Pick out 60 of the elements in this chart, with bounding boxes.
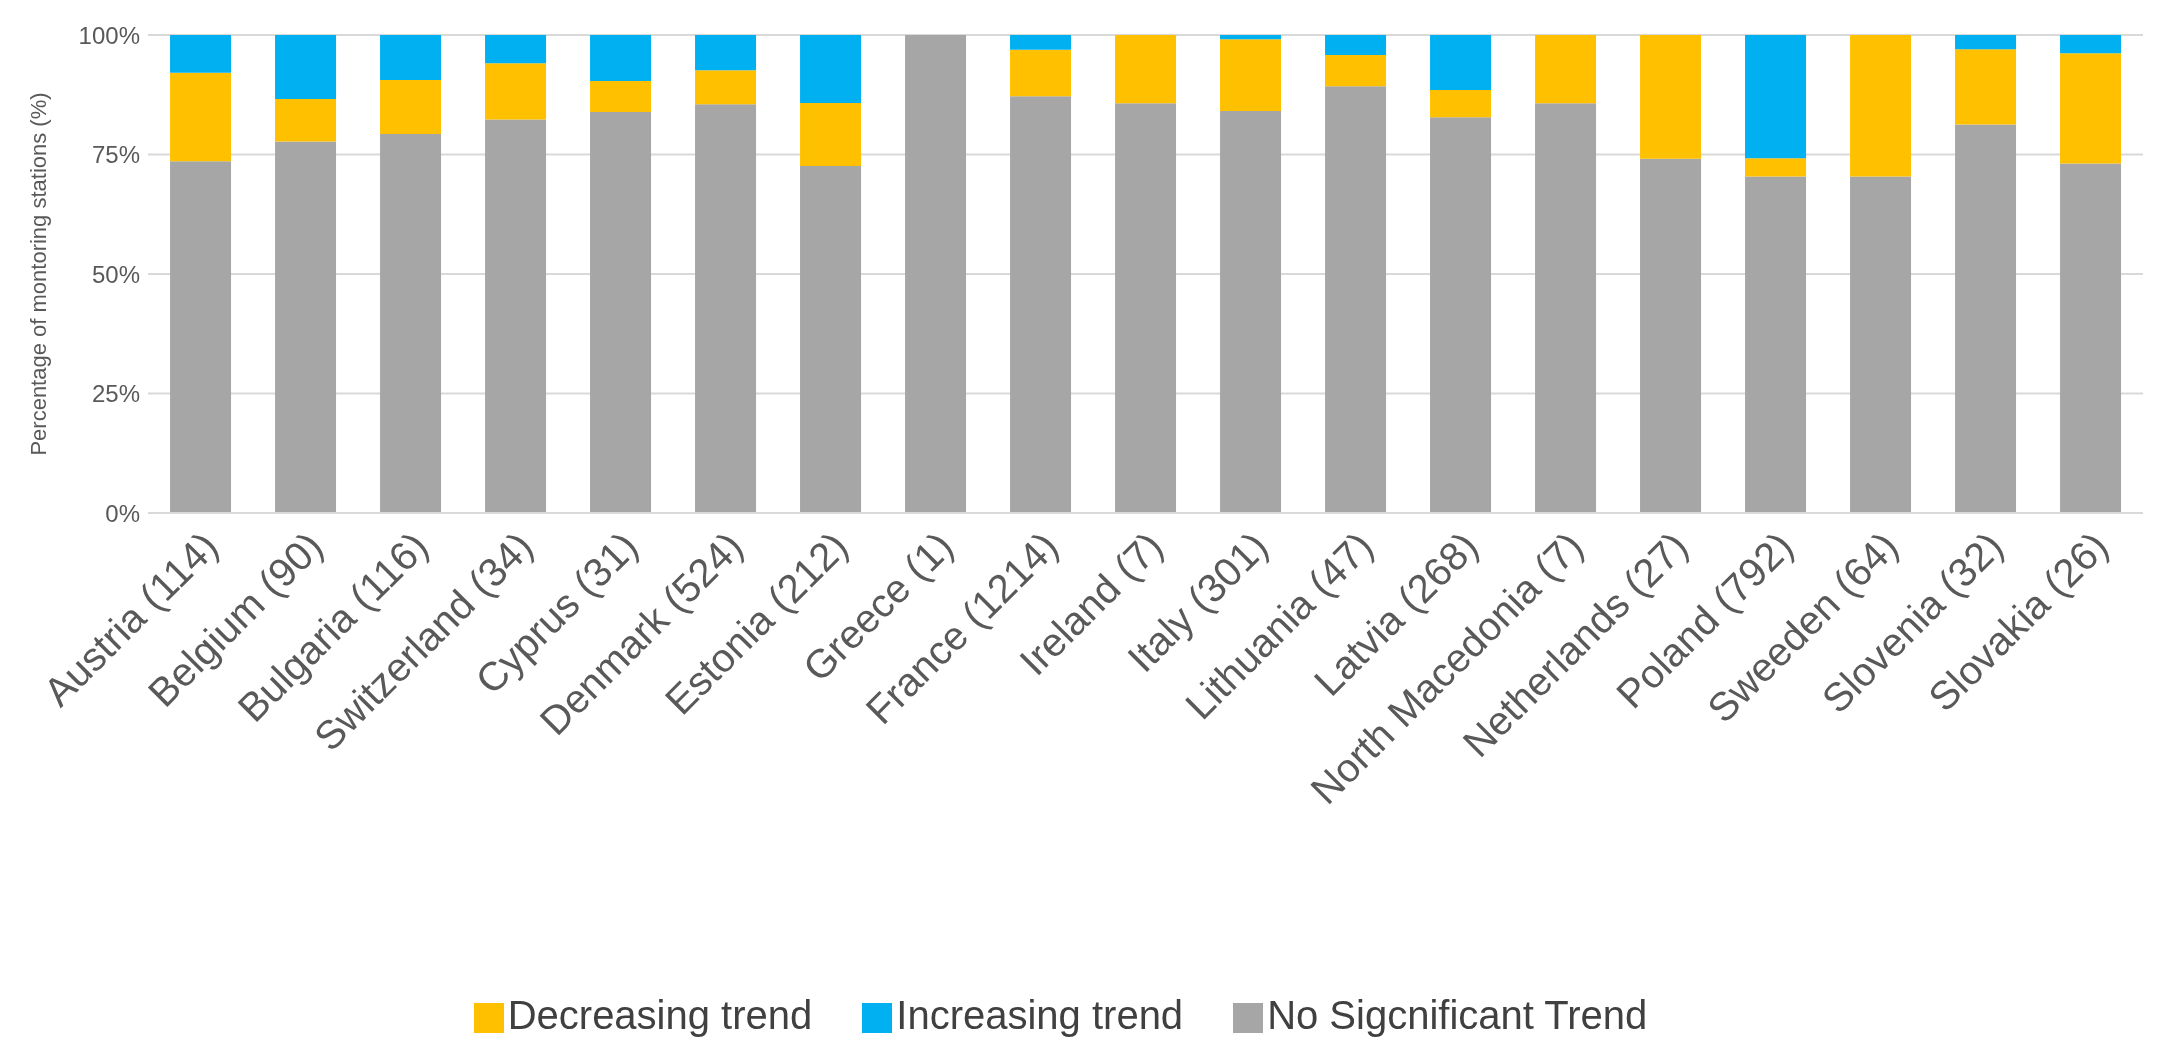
- bar: [1430, 35, 1492, 90]
- bar: [1430, 89, 1492, 118]
- bar: [275, 35, 337, 100]
- bar: [1010, 96, 1072, 513]
- bar: [1220, 39, 1282, 111]
- bar: [1325, 35, 1387, 56]
- bar: [695, 35, 757, 71]
- bar: [1640, 35, 1702, 159]
- bar: [1955, 124, 2017, 513]
- bar: [170, 161, 232, 513]
- y-tick-label: 75%: [91, 141, 140, 169]
- bar: [1955, 49, 2017, 125]
- bar: [1955, 35, 2017, 50]
- bar: [1535, 35, 1597, 104]
- bar: [695, 70, 757, 105]
- bar: [2060, 53, 2122, 164]
- bar: [1430, 117, 1492, 513]
- bar: [1325, 55, 1387, 87]
- bar: [485, 63, 547, 120]
- bar: [275, 99, 337, 142]
- bar: [1115, 35, 1177, 104]
- bar: [800, 102, 862, 166]
- y-tick-label: 0%: [105, 499, 140, 527]
- bar: [1010, 35, 1072, 50]
- bar: [275, 141, 337, 513]
- bar: [590, 35, 652, 81]
- bar: [2060, 35, 2122, 54]
- bar: [1220, 35, 1282, 40]
- bar: [590, 80, 652, 112]
- legend-label: Decreasing trend: [507, 993, 813, 1037]
- y-axis-title: Percentage of montoring stations (%): [25, 92, 51, 456]
- bar: [1745, 158, 1807, 177]
- bar: [380, 79, 442, 134]
- y-tick-label: 100%: [78, 21, 140, 49]
- bar: [170, 35, 232, 73]
- bar: [1850, 176, 1912, 513]
- bar: [1115, 103, 1177, 513]
- bar: [695, 104, 757, 513]
- bar: [1745, 35, 1807, 159]
- bar: [170, 72, 232, 162]
- bar: [485, 35, 547, 64]
- bar: [1325, 86, 1387, 513]
- y-tick-label: 50%: [91, 260, 140, 288]
- legend-label: No Sigcnificant Trend: [1267, 993, 1648, 1037]
- bar: [1640, 158, 1702, 513]
- bar: [800, 165, 862, 513]
- bar: [380, 35, 442, 80]
- bar: [380, 133, 442, 513]
- bar: [1010, 49, 1072, 97]
- bar: [485, 119, 547, 513]
- bar: [1220, 111, 1282, 513]
- legend-label: Increasing trend: [896, 993, 1184, 1037]
- bar: [1850, 35, 1912, 177]
- bar: [590, 111, 652, 513]
- bar: [2060, 163, 2122, 513]
- bar: [1535, 103, 1597, 513]
- bar: [905, 35, 967, 513]
- y-tick-label: 25%: [91, 380, 140, 408]
- bar: [800, 35, 862, 103]
- bar: [1745, 176, 1807, 513]
